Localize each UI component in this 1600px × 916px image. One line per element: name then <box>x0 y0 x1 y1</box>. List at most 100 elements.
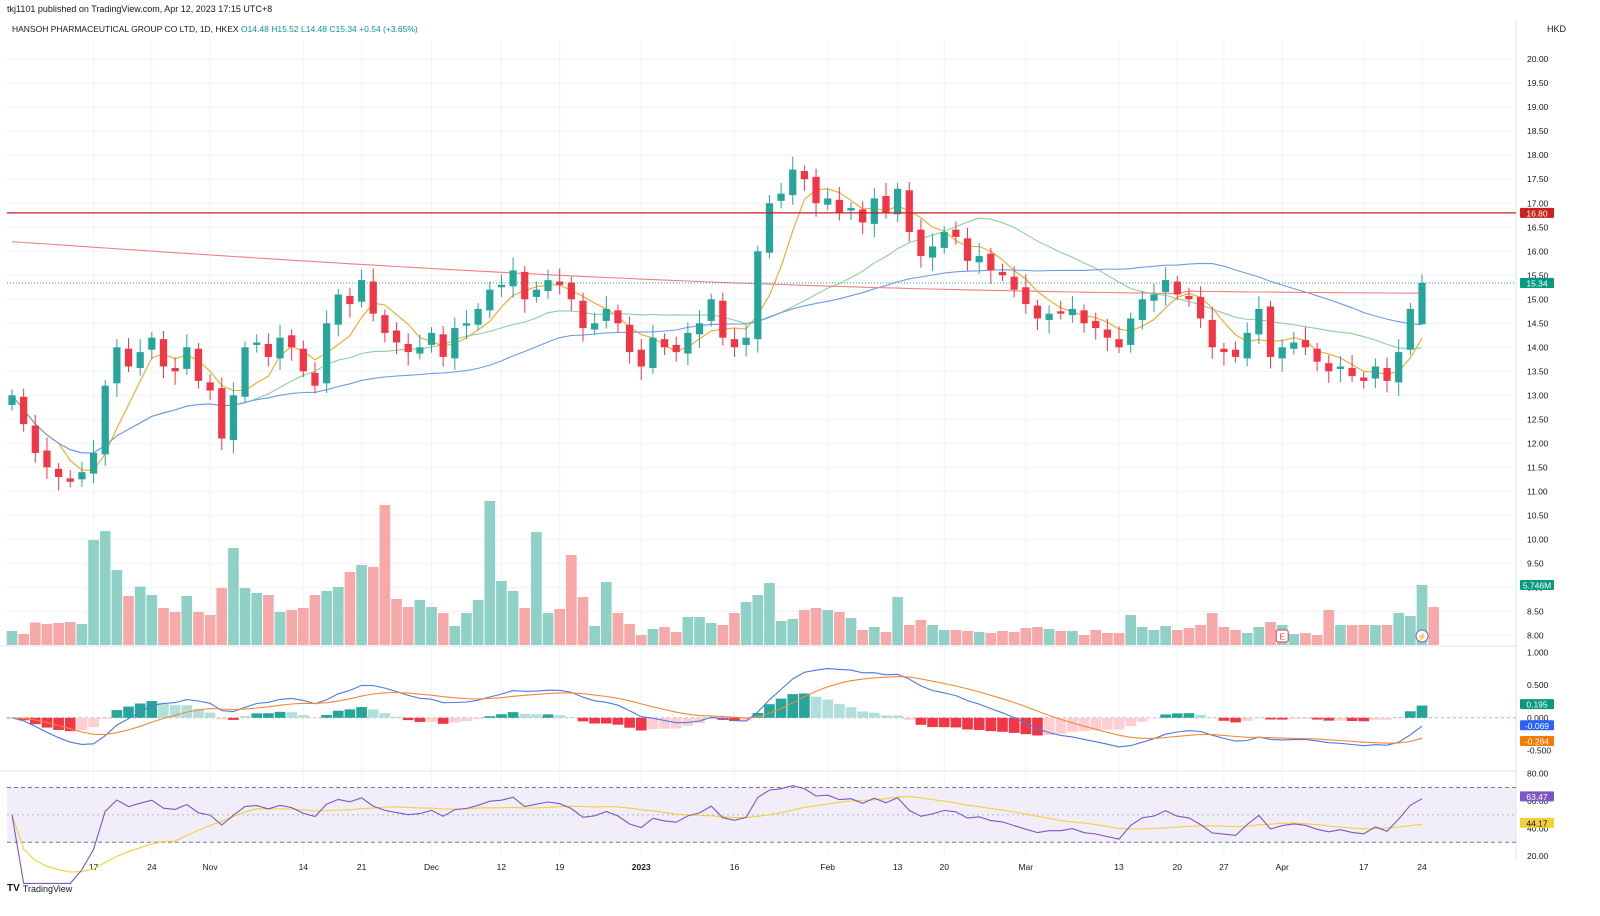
date-tick-label: Apr <box>1276 862 1289 872</box>
macd-histogram-bar <box>740 717 752 721</box>
footer-brand[interactable]: TV TradingView <box>7 883 72 894</box>
date-tick-label: 16 <box>730 862 740 872</box>
candle-body <box>672 344 680 353</box>
volume-bar <box>834 612 845 645</box>
macd-histogram-bar <box>449 717 461 723</box>
macd-histogram-bar <box>193 708 204 718</box>
macd-histogram-bar <box>1113 717 1125 730</box>
macd-histogram-bar <box>146 701 158 718</box>
volume-bar <box>1078 635 1090 645</box>
macd-histogram-bar <box>973 717 985 730</box>
candle-body <box>1138 299 1146 320</box>
volume-bar <box>787 619 799 645</box>
candle-body <box>812 176 820 204</box>
macd-histogram-bar <box>251 713 263 718</box>
macd-histogram-bar <box>659 717 670 729</box>
volume-bar <box>1428 607 1439 645</box>
candle-body <box>1336 366 1345 369</box>
candle-body <box>311 372 319 386</box>
volume-tag-label: 5.746M <box>1523 581 1551 591</box>
candle-body <box>859 209 867 223</box>
price-tick-label: 18.00 <box>1527 150 1549 160</box>
volume-bar <box>88 540 99 645</box>
macd-histogram-bar <box>228 717 239 720</box>
volume-bar <box>1125 615 1137 645</box>
macd-histogram-bar <box>297 714 309 718</box>
candle-body <box>824 198 832 205</box>
candle-body <box>1255 308 1263 335</box>
candle-body <box>660 339 669 348</box>
macd-histogram-bar <box>1241 717 1253 721</box>
price-tick-label: 8.50 <box>1527 606 1544 616</box>
date-tick-label: 13 <box>893 862 903 872</box>
candle-body <box>1103 329 1111 338</box>
candle-body <box>497 284 506 288</box>
price-tick-label: 20.00 <box>1527 54 1549 64</box>
date-tick-label: 20 <box>1173 862 1183 872</box>
candle-body <box>194 348 203 381</box>
resistance-tag-label: 16.80 <box>1526 208 1548 218</box>
price-tick-label: 17.00 <box>1527 198 1549 208</box>
candle-body <box>404 343 412 353</box>
volume-bar <box>1137 627 1148 645</box>
candle-body <box>1243 332 1251 359</box>
candle-body <box>998 271 1007 276</box>
candle-body <box>299 348 307 372</box>
macd-histogram-bar <box>1008 717 1020 733</box>
volume-bar <box>635 635 647 645</box>
candle-body <box>625 324 634 353</box>
candle-body <box>1383 367 1391 381</box>
volume-bar <box>997 631 1008 645</box>
volume-bar <box>1346 625 1358 645</box>
volume-bar <box>41 624 53 645</box>
candle-body <box>357 280 366 302</box>
volume-bar <box>332 587 344 645</box>
macd-histogram-bar <box>997 717 1008 732</box>
macd-histogram-bar <box>158 702 169 718</box>
volume-bar <box>647 629 659 645</box>
volume-bar <box>297 608 309 645</box>
macd-histogram-bar <box>729 717 740 722</box>
macd-histogram-bar <box>915 717 927 725</box>
candle-body <box>276 337 284 359</box>
volume-bar <box>1416 585 1428 645</box>
price-tick-label: 13.00 <box>1527 390 1549 400</box>
candle-body <box>987 253 995 271</box>
candle-body <box>229 395 238 440</box>
candle-body <box>451 328 459 359</box>
change-value: +0.54 (+3.65%) <box>359 24 418 34</box>
macd-histogram-bar <box>787 694 799 718</box>
volume-bar <box>158 608 169 645</box>
macd-histogram-bar <box>1067 717 1078 732</box>
candle-body <box>78 472 86 480</box>
volume-bar <box>892 597 903 645</box>
macd-histogram-bar <box>426 717 437 722</box>
volume-bar <box>1393 613 1405 645</box>
candle-body <box>963 238 972 261</box>
macd-histogram-bar <box>99 717 111 719</box>
macd-histogram-bar <box>286 712 297 718</box>
candle-body <box>1127 318 1135 345</box>
candle-body <box>1022 287 1030 305</box>
candle-body <box>637 349 645 367</box>
candle-body <box>1010 276 1018 290</box>
candle-body <box>1068 308 1077 316</box>
volume-bar <box>1148 630 1160 645</box>
volume-bar <box>356 565 367 645</box>
price-tick-label: 9.50 <box>1527 558 1544 568</box>
candle-body <box>765 203 774 253</box>
volume-bar <box>484 501 496 645</box>
candle-body <box>952 229 960 237</box>
macd-histogram-bar <box>1381 717 1393 720</box>
rsi-ma-line <box>11 796 1423 873</box>
volume-bar <box>1195 625 1206 645</box>
date-tick-label: 27 <box>1219 862 1229 872</box>
symbol-legend: HANSOH PHARMACEUTICAL GROUP CO LTD, 1D, … <box>12 24 418 34</box>
volume-bar <box>53 623 64 645</box>
volume-bar <box>379 505 391 645</box>
volume-tag <box>1520 580 1554 590</box>
volume-bar <box>1370 625 1381 645</box>
macd-histogram-bar <box>647 717 659 730</box>
candle-body <box>486 289 494 311</box>
